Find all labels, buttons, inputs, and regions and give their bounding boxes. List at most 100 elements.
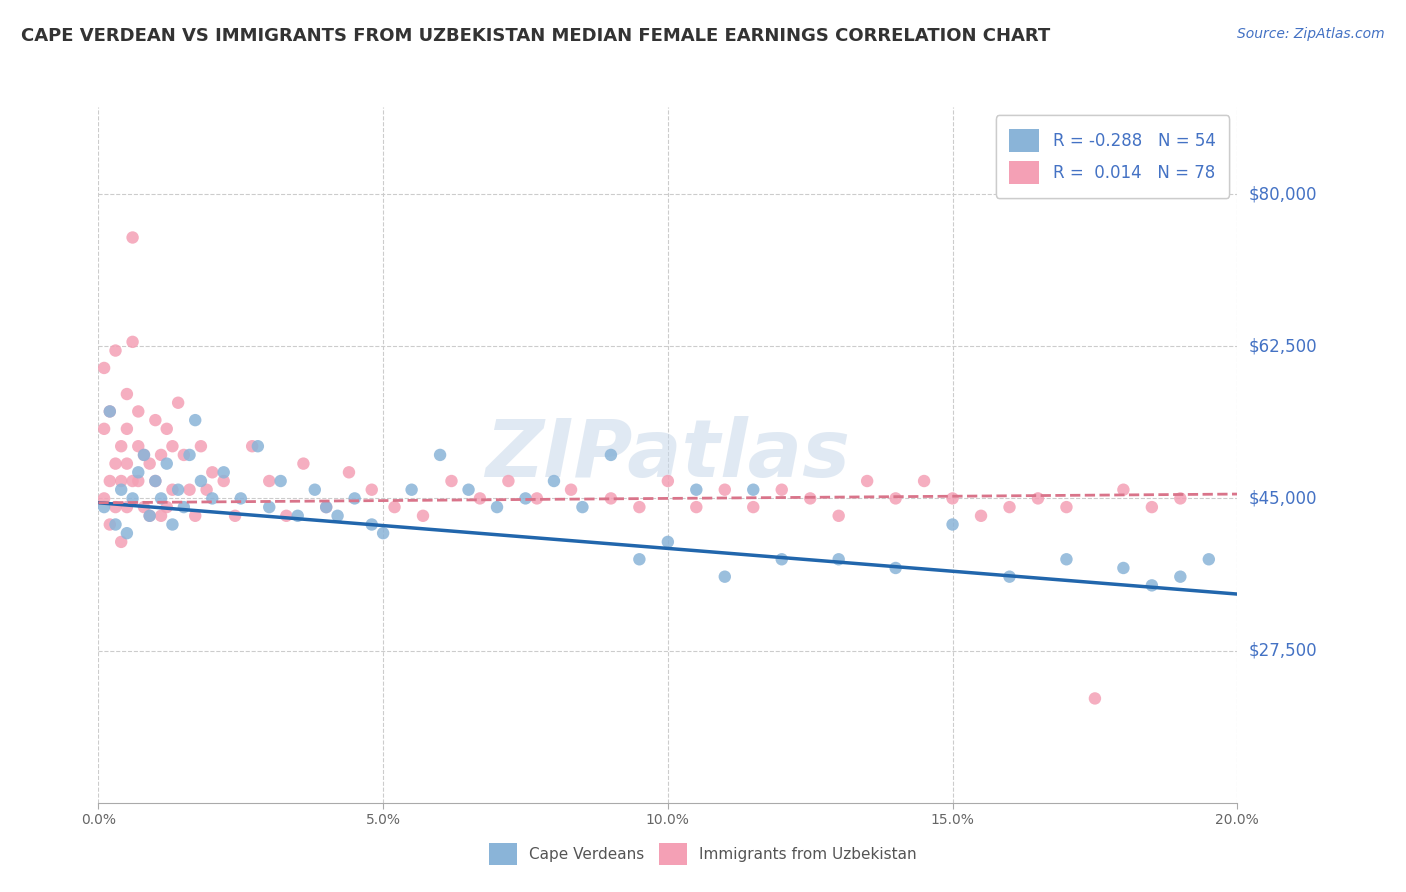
Point bbox=[942, 491, 965, 506]
Point bbox=[115, 526, 138, 541]
Point bbox=[138, 508, 160, 523]
Point bbox=[1140, 500, 1163, 514]
Point bbox=[127, 466, 149, 480]
Point bbox=[98, 404, 121, 418]
Point bbox=[162, 483, 184, 497]
Point bbox=[121, 230, 143, 244]
Point bbox=[115, 387, 138, 401]
Point bbox=[145, 413, 167, 427]
Point bbox=[685, 500, 707, 514]
Point bbox=[173, 448, 195, 462]
Legend: Cape Verdeans, Immigrants from Uzbekistan: Cape Verdeans, Immigrants from Uzbekista… bbox=[478, 832, 928, 875]
Point bbox=[685, 483, 707, 497]
Point bbox=[942, 517, 965, 532]
Point bbox=[1140, 578, 1163, 592]
Point bbox=[190, 474, 212, 488]
Legend: R = -0.288   N = 54, R =  0.014   N = 78: R = -0.288 N = 54, R = 0.014 N = 78 bbox=[995, 115, 1229, 197]
Point bbox=[145, 474, 167, 488]
Point bbox=[212, 466, 235, 480]
Point bbox=[770, 552, 793, 566]
Point bbox=[145, 474, 167, 488]
Point bbox=[184, 413, 207, 427]
Point bbox=[150, 448, 173, 462]
Point bbox=[259, 474, 281, 488]
Point bbox=[440, 474, 463, 488]
Point bbox=[98, 404, 121, 418]
Point bbox=[93, 422, 115, 436]
Point bbox=[104, 343, 127, 358]
Point bbox=[127, 474, 149, 488]
Point bbox=[229, 491, 252, 506]
Point bbox=[167, 395, 190, 409]
Point bbox=[970, 508, 993, 523]
Point bbox=[1112, 561, 1135, 575]
Point bbox=[657, 534, 679, 549]
Point bbox=[93, 500, 115, 514]
Point bbox=[1056, 500, 1078, 514]
Point bbox=[115, 457, 138, 471]
Point bbox=[156, 422, 179, 436]
Point bbox=[714, 483, 737, 497]
Point bbox=[326, 508, 349, 523]
Point bbox=[138, 508, 160, 523]
Point bbox=[150, 491, 173, 506]
Point bbox=[998, 570, 1021, 584]
Point bbox=[93, 491, 115, 506]
Point bbox=[93, 361, 115, 376]
Point bbox=[110, 474, 132, 488]
Point bbox=[121, 491, 143, 506]
Point bbox=[195, 483, 218, 497]
Point bbox=[373, 526, 395, 541]
Text: Source: ZipAtlas.com: Source: ZipAtlas.com bbox=[1237, 27, 1385, 41]
Point bbox=[104, 517, 127, 532]
Point bbox=[884, 561, 907, 575]
Point bbox=[468, 491, 491, 506]
Point bbox=[173, 500, 195, 514]
Point bbox=[121, 334, 143, 349]
Point bbox=[628, 500, 651, 514]
Text: $62,500: $62,500 bbox=[1249, 337, 1317, 355]
Point bbox=[742, 500, 765, 514]
Point bbox=[343, 491, 366, 506]
Point bbox=[486, 500, 509, 514]
Point bbox=[287, 508, 309, 523]
Point bbox=[770, 483, 793, 497]
Point bbox=[132, 448, 155, 462]
Point bbox=[828, 508, 851, 523]
Point bbox=[600, 448, 623, 462]
Point bbox=[270, 474, 292, 488]
Point bbox=[315, 500, 337, 514]
Point bbox=[98, 517, 121, 532]
Point bbox=[560, 483, 582, 497]
Point bbox=[224, 508, 246, 523]
Point bbox=[212, 474, 235, 488]
Point bbox=[856, 474, 879, 488]
Point bbox=[115, 500, 138, 514]
Point bbox=[1170, 491, 1192, 506]
Point bbox=[429, 448, 451, 462]
Point bbox=[457, 483, 479, 497]
Text: ZIPatlas: ZIPatlas bbox=[485, 416, 851, 494]
Point bbox=[190, 439, 212, 453]
Point bbox=[132, 448, 155, 462]
Point bbox=[498, 474, 520, 488]
Point bbox=[110, 534, 132, 549]
Point bbox=[115, 422, 138, 436]
Point bbox=[1026, 491, 1049, 506]
Point bbox=[184, 508, 207, 523]
Point bbox=[304, 483, 326, 497]
Point bbox=[1170, 570, 1192, 584]
Point bbox=[201, 491, 224, 506]
Point bbox=[276, 508, 298, 523]
Text: $45,000: $45,000 bbox=[1249, 490, 1317, 508]
Text: $27,500: $27,500 bbox=[1249, 641, 1317, 659]
Point bbox=[246, 439, 269, 453]
Point bbox=[315, 500, 337, 514]
Point bbox=[127, 439, 149, 453]
Point bbox=[360, 517, 382, 532]
Point bbox=[179, 448, 201, 462]
Point bbox=[104, 500, 127, 514]
Point bbox=[401, 483, 423, 497]
Point bbox=[828, 552, 851, 566]
Point bbox=[515, 491, 537, 506]
